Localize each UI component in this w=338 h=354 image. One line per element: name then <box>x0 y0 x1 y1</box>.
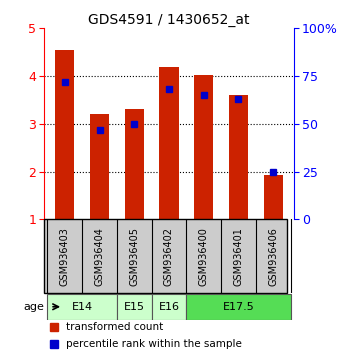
FancyBboxPatch shape <box>44 219 287 293</box>
FancyBboxPatch shape <box>47 294 117 320</box>
Text: E17.5: E17.5 <box>223 302 255 312</box>
Text: age: age <box>23 302 44 312</box>
Bar <box>90 114 109 219</box>
FancyBboxPatch shape <box>186 294 291 320</box>
Text: GSM936401: GSM936401 <box>234 227 243 286</box>
Bar <box>229 95 248 219</box>
Text: transformed count: transformed count <box>67 322 164 332</box>
Text: E15: E15 <box>124 302 145 312</box>
Bar <box>55 50 74 219</box>
Text: GSM936404: GSM936404 <box>95 227 104 286</box>
Text: GSM936400: GSM936400 <box>199 227 209 286</box>
Bar <box>160 68 178 219</box>
Text: GSM936406: GSM936406 <box>268 227 278 286</box>
Bar <box>125 109 144 219</box>
Text: E14: E14 <box>72 302 93 312</box>
Text: E16: E16 <box>159 302 179 312</box>
Text: percentile rank within the sample: percentile rank within the sample <box>67 338 242 349</box>
Title: GDS4591 / 1430652_at: GDS4591 / 1430652_at <box>88 13 250 27</box>
FancyBboxPatch shape <box>117 294 152 320</box>
Text: GSM936405: GSM936405 <box>129 227 139 286</box>
Bar <box>264 175 283 219</box>
Text: GSM936403: GSM936403 <box>60 227 70 286</box>
Bar <box>194 75 213 219</box>
FancyBboxPatch shape <box>152 294 186 320</box>
Text: GSM936402: GSM936402 <box>164 227 174 286</box>
